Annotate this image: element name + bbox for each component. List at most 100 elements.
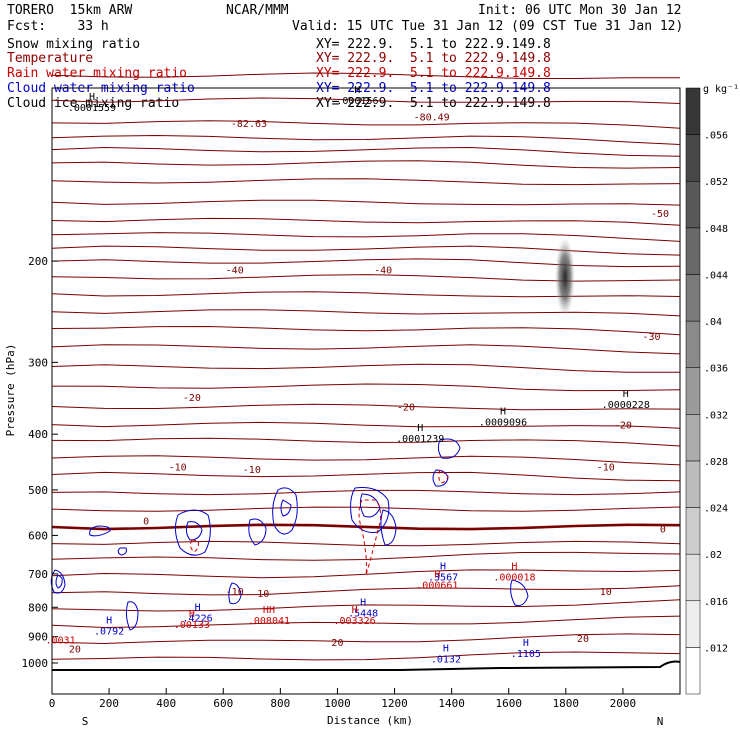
temperature-contour-label: -50: [651, 209, 669, 220]
x-axis-label: Distance (km): [327, 714, 413, 727]
temperature-contour-line: [51, 199, 681, 206]
extremum-value: .0001239: [396, 434, 444, 445]
x-end-label-north: N: [657, 715, 664, 728]
temperature-contour-label: 10: [257, 589, 269, 600]
temperature-contour-line: [51, 245, 681, 256]
colorbar-label: .04: [704, 317, 722, 328]
colorbar-label: .036: [704, 364, 728, 375]
forecast-hour-label: Fcst: 33 h: [7, 19, 109, 34]
temperature-contour-line: [51, 146, 681, 157]
x-end-label-south: S: [82, 715, 89, 728]
colorbar-segment: [685, 134, 701, 182]
colorbar-label: .02: [704, 550, 722, 561]
temperature-contour-label: -82.63: [231, 119, 267, 130]
temperature-contour-line: [51, 421, 681, 429]
temperature-contour-line: [51, 97, 681, 104]
field-xy-temperature: XY= 222.9. 5.1 to 222.9.149.8: [316, 51, 551, 66]
extremum-marker: H: [89, 92, 95, 103]
y-axis-label: Pressure (hPa): [4, 344, 17, 437]
colorbar-label: .024: [704, 504, 728, 515]
extremum-marker: H: [623, 389, 629, 400]
extremum-value: .0000228: [602, 400, 650, 411]
field-name-cloud-ice: Cloud ice mixing ratio: [7, 96, 180, 111]
temperature-contour-line: [51, 523, 681, 531]
colorbar-segment: [685, 87, 701, 135]
extremum-marker: H: [352, 605, 358, 616]
temperature-contour-label: -40: [226, 266, 244, 277]
org-label: NCAR/MMM: [226, 3, 289, 18]
x-tick-label: 1200: [381, 697, 408, 710]
temperature-contour-line: [51, 258, 681, 268]
extremum-value: .00133: [174, 620, 210, 631]
temperature-contour-line: [51, 651, 681, 661]
colorbar-label: .048: [704, 224, 728, 235]
y-tick-label: 200: [28, 255, 48, 268]
extremum-value: .000661: [416, 580, 458, 591]
y-tick-label: 1000: [22, 657, 49, 670]
extremum-marker: HH: [263, 605, 275, 616]
extremum-marker: H: [195, 602, 201, 613]
temperature-contour-line: [51, 325, 681, 336]
temperature-contour-line: [51, 633, 681, 645]
temperature-contour-line: [51, 383, 681, 392]
x-tick-label: 1400: [438, 697, 465, 710]
extremum-value: .0009096: [479, 418, 527, 429]
temperature-contour-label: -10: [169, 462, 187, 473]
temperature-contour-line: [51, 178, 681, 186]
x-tick-label: 0: [49, 697, 56, 710]
contour-labels: -82.63 -80.49 -50 -40 -40 -30 -20 -20 -20 -10 -10 -…: [46, 85, 670, 666]
init-label: Init: 06 UTC Mon 30 Jan 12: [478, 3, 682, 18]
colorbar-label: .052: [704, 177, 728, 188]
colorbar-label: .028: [704, 457, 728, 468]
colorbar: .012 .016 .02 .024 .028 .032 .036 .04 .044 .048 .0…: [685, 84, 739, 695]
temperature-contour-line: [51, 72, 680, 79]
y-tick-label: 700: [28, 568, 48, 581]
extremum-marker: H: [354, 85, 360, 96]
temperature-contour-line: [51, 437, 681, 447]
extremum-value: .5448: [348, 609, 378, 620]
colorbar-segment: [685, 367, 701, 415]
temperature-contour-label: 10: [600, 587, 612, 598]
colorbar-segment: [685, 507, 701, 555]
extremum-value: .1105: [511, 649, 541, 660]
temperature-contour-line: [51, 120, 681, 129]
temperature-contour-label: -80.49: [414, 112, 450, 123]
temperature-contour-line: [51, 599, 681, 612]
colorbar-label: .044: [704, 270, 728, 281]
colorbar-label: .012: [704, 643, 728, 654]
temperature-contour-line: [51, 489, 681, 496]
temperature-contour-line: [51, 160, 681, 169]
temperature-contour-line: [51, 309, 681, 317]
temperature-contour-line: [51, 232, 681, 242]
plot-axes: 0 200 400 600 800 1000 1200 1400 1600 1800 2000200…: [4, 87, 681, 728]
extremum-value: .000156: [336, 96, 378, 107]
temperature-contour-line: [51, 403, 681, 411]
plot-frame: [51, 87, 681, 695]
colorbar-label: .032: [704, 410, 728, 421]
temperature-contour-line: [51, 615, 681, 629]
temperature-contour-line: [51, 134, 681, 145]
x-tick-label: 1000: [324, 697, 351, 710]
field-name-temperature: Temperature: [7, 51, 94, 66]
extremum-value: .4226: [183, 613, 213, 624]
y-tick-label: 400: [28, 428, 48, 441]
colorbar-segment: [685, 414, 701, 462]
colorbar-label: .016: [704, 597, 728, 608]
temperature-contour-label: 0: [660, 524, 666, 535]
temperature-contour-label: 20: [331, 638, 343, 649]
temperature-contour-label: -20: [397, 402, 415, 413]
extremum-marker: H: [440, 562, 446, 573]
temperature-contour-label: 0: [143, 516, 149, 527]
x-tick-label: 200: [99, 697, 119, 710]
temperature-contour-label: -20: [614, 421, 632, 432]
extremum-marker: H: [443, 644, 449, 655]
temperature-contour-label: 20: [577, 634, 589, 645]
temperature-contour-line: [51, 291, 681, 298]
y-tick-label: 300: [28, 356, 48, 369]
x-tick-label: 800: [270, 697, 290, 710]
y-tick-label: 500: [28, 484, 48, 497]
y-tick-label: 800: [28, 601, 48, 614]
x-tick-label: 600: [213, 697, 233, 710]
temperature-contour-line: [51, 551, 681, 561]
